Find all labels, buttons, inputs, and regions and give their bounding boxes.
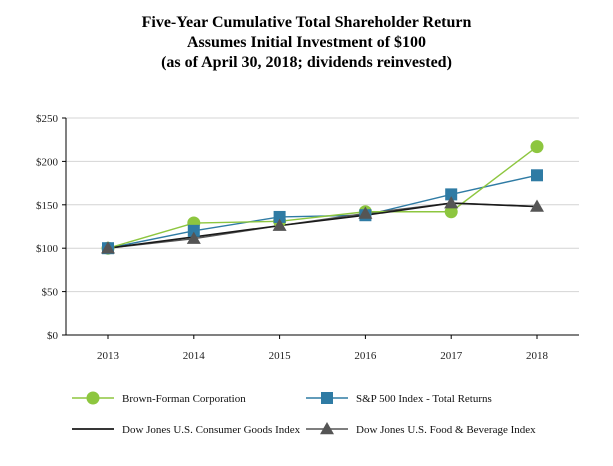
y-tick-label: $50 [42,287,59,299]
x-tick-label: 2018 [526,350,549,362]
series-line-1 [107,174,538,249]
x-tick-label: 2017 [440,350,463,362]
data-point-triangle [186,231,201,244]
data-point-triangle [444,196,459,209]
series-line-0 [107,146,538,249]
legend-marker-triangle [320,422,334,435]
x-tick-label: 2013 [97,350,120,362]
y-tick-label: $0 [47,330,59,342]
chart-title-line-2: Assumes Initial Investment of $100 [186,34,427,51]
grid-lines [66,117,579,293]
legend-label: Dow Jones U.S. Food & Beverage Index [356,424,536,436]
x-tick-label: 2014 [183,350,206,362]
data-markers [101,140,544,255]
chart-title-line-3: (as of April 30, 2018; dividends reinves… [161,54,452,71]
series-lines [107,146,538,249]
legend-label: S&P 500 Index - Total Returns [356,393,492,405]
legend-label: Dow Jones U.S. Consumer Goods Index [122,424,301,436]
data-point-circle [530,140,544,154]
legend-marker-circle [86,391,100,405]
data-point-square [273,210,286,223]
x-tick-label: 2015 [269,350,292,362]
y-tick-label: $150 [36,200,59,212]
data-point-square [445,188,458,201]
x-tick-label: 2016 [354,350,377,362]
legend-label: Brown-Forman Corporation [122,393,246,405]
data-point-triangle [530,199,544,212]
y-tick-label: $200 [36,156,59,168]
axes: $0 $50 $100 $150 $200 $250 2013 2014 2015 2016 201… [36,113,579,362]
series-line-3 [107,202,538,249]
data-point-triangle [101,241,115,254]
y-tick-label: $250 [36,113,59,125]
y-tick-label: $100 [36,243,59,255]
data-point-circle [444,205,458,219]
legend: Brown-Forman Corporation S&P 500 Index - … [72,391,536,436]
chart-title: Five-Year Cumulative Total Shareholder R… [0,13,613,73]
series-line-2 [107,202,538,249]
data-point-triangle [358,206,373,219]
data-point-square [531,169,543,182]
data-point-square [187,224,200,237]
chart-title-line-1: Five-Year Cumulative Total Shareholder R… [141,14,472,31]
data-point-triangle [272,218,287,231]
legend-marker-square [321,392,333,404]
